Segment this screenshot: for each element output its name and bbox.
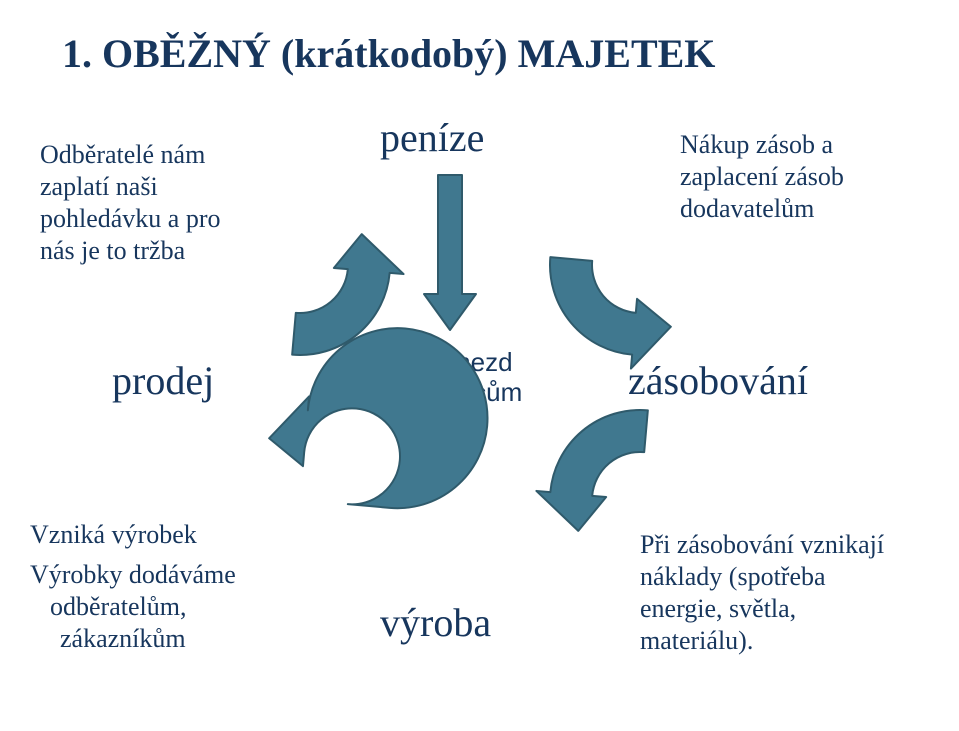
arrow-penize-to-mezd: [424, 175, 476, 330]
diagram-canvas: 1. OBĚŽNÝ (krátkodobý) MAJETEK peníze pr…: [0, 0, 959, 731]
arrows-layer: [0, 0, 959, 731]
arc-penize-to-zasobovani: [550, 257, 671, 368]
arc-zasobovani-to-vyroba: [536, 410, 647, 531]
